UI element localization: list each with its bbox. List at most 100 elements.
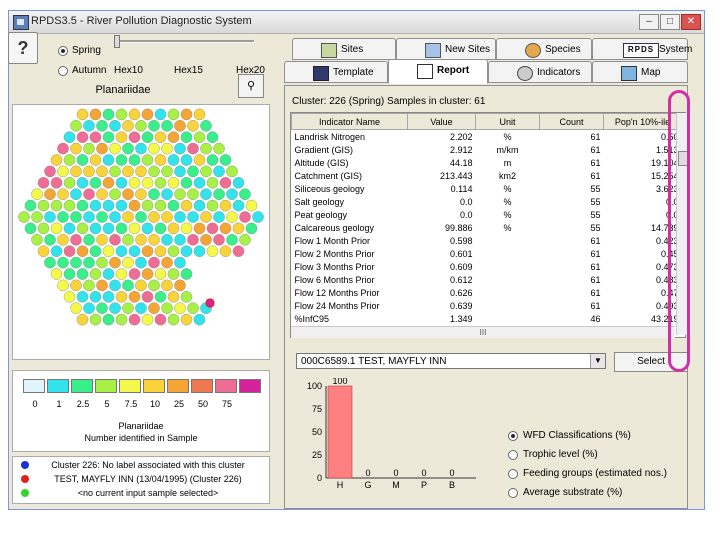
hex-cell[interactable] [128,290,141,303]
hex-cell[interactable] [83,119,95,132]
help-button[interactable]: ? [8,32,38,64]
hex-cell[interactable] [180,177,193,189]
hex-cell[interactable] [232,245,245,257]
hex-cell[interactable] [226,165,238,178]
table-row[interactable]: Flow 24 Months Prior 0.639 61 0.493 [292,299,682,312]
hex-cell[interactable] [122,233,134,246]
hex-cell[interactable] [193,131,206,144]
hex-cell[interactable] [57,256,69,269]
hex-cell[interactable] [128,245,141,257]
hex-cell[interactable] [102,245,115,257]
table-horizontal-scrollbar[interactable]: III [291,326,675,338]
hex-cell[interactable] [96,165,108,178]
hex-cell[interactable] [83,188,95,200]
hex-cell[interactable] [109,142,121,155]
tab-template[interactable]: Template [284,61,388,83]
hex-cell[interactable] [200,211,212,223]
hex-cell[interactable] [200,119,212,132]
hex-cell[interactable] [115,313,128,326]
hex-cell[interactable] [122,119,134,132]
hex-cell[interactable] [128,222,141,235]
hex-cell[interactable] [89,313,102,326]
hex-cell[interactable] [174,211,186,223]
hex-cell[interactable] [122,165,134,178]
hex-cell[interactable] [174,165,186,178]
hex-cell[interactable] [174,302,186,314]
hex-cell[interactable] [50,268,63,280]
hex-cell[interactable] [187,165,199,178]
hex-cell[interactable] [167,154,180,166]
hex-cell[interactable] [154,290,167,303]
hex-cell[interactable] [83,256,95,269]
hex-cell[interactable] [128,268,141,280]
report-option-radio[interactable] [508,450,518,460]
hex-cell[interactable] [232,199,245,212]
hex-cell[interactable] [148,119,160,132]
hex-cell[interactable] [193,177,206,189]
hex-cell[interactable] [180,245,193,257]
hex-cell[interactable] [37,177,50,189]
hex-cell[interactable] [174,142,186,155]
tab-species[interactable]: Species [496,38,592,60]
hex-cell[interactable] [154,222,167,235]
hex-cell[interactable] [206,199,219,212]
hex-cell[interactable] [187,302,199,314]
hex-cell[interactable] [96,142,108,155]
hex-cell[interactable] [141,290,154,303]
hex-cell[interactable] [115,131,128,144]
hex-cell[interactable] [128,199,141,212]
table-row[interactable]: Flow 3 Months Prior 0.609 61 0.473 [292,260,682,273]
hex-cell[interactable] [148,211,160,223]
hex-cell[interactable] [180,268,193,280]
hex-cell[interactable] [187,119,199,132]
hex-cell[interactable] [232,177,245,189]
hex-cell[interactable] [109,119,121,132]
hex-cell[interactable] [226,188,238,200]
hex-cell[interactable] [122,211,134,223]
hex-cell[interactable] [135,119,147,132]
hex-cell[interactable] [187,142,199,155]
hex-cell[interactable] [76,313,89,326]
hex-cell[interactable] [122,256,134,269]
hex-cell[interactable] [141,268,154,280]
autumn-radio[interactable] [58,66,68,76]
hex-cell[interactable] [115,222,128,235]
hex-cell[interactable] [102,290,115,303]
slider-thumb[interactable] [114,35,120,48]
hex-cell[interactable] [96,302,108,314]
hex-cell[interactable] [213,142,225,155]
hex-cell[interactable] [167,108,180,121]
spring-radio[interactable] [58,46,68,56]
hex-cell[interactable] [96,233,108,246]
hex-cell[interactable] [148,165,160,178]
hex-cell[interactable] [148,188,160,200]
hex-cell[interactable] [96,256,108,269]
hex-cell[interactable] [50,199,63,212]
hex-cell[interactable] [167,290,180,303]
hex-cell[interactable] [128,131,141,144]
indicator-table[interactable]: Indicator Name Value Unit Count Pop'n 10… [290,112,686,338]
col-header-unit[interactable]: Unit [475,113,540,130]
hex-cell[interactable] [219,222,232,235]
report-option-radio[interactable] [508,488,518,498]
hex-cell[interactable] [44,256,56,269]
hex-cell[interactable] [128,313,141,326]
hex-cell[interactable] [89,131,102,144]
hex-cell[interactable] [161,119,173,132]
hex-cell[interactable] [115,290,128,303]
hex-cell[interactable] [109,188,121,200]
col-header-value[interactable]: Value [407,113,476,130]
hex-cell[interactable] [193,222,206,235]
table-row[interactable]: Flow 6 Months Prior 0.612 61 0.483 [292,273,682,286]
hex-cell[interactable] [63,245,76,257]
hex-cell[interactable] [206,222,219,235]
hex-cell[interactable] [206,154,219,166]
hex-cell[interactable] [213,165,225,178]
hex-cell[interactable] [44,188,56,200]
hex-cell[interactable] [200,233,212,246]
table-row[interactable]: Altitude (GIS) 44.18 m 61 19.104 [292,156,682,169]
hex-cell[interactable] [102,222,115,235]
hex-cell[interactable] [135,165,147,178]
hex-cell[interactable] [200,142,212,155]
hex-cell[interactable] [180,290,193,303]
